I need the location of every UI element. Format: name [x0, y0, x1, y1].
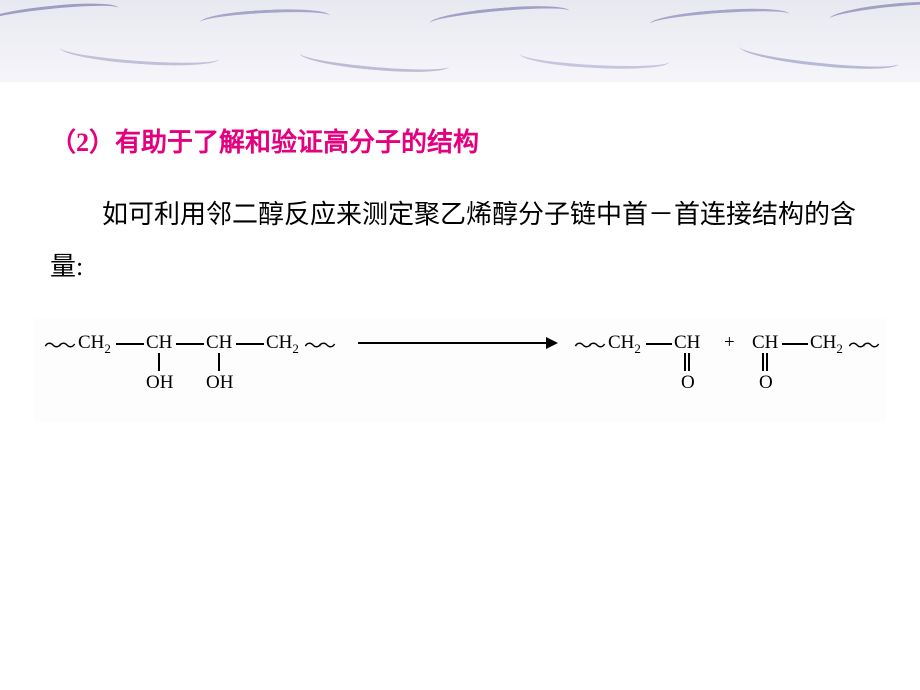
wave-stroke: [299, 30, 451, 77]
single-bond: [176, 343, 204, 345]
chem-group-oh: OH: [146, 372, 173, 394]
polymer-wavy-bond-icon: 〜〜: [44, 332, 72, 358]
single-bond: [158, 353, 160, 371]
wave-stroke: [829, 0, 920, 38]
chem-group-o: O: [759, 372, 773, 394]
polymer-wavy-bond-icon: 〜〜: [304, 332, 332, 358]
double-bond: [762, 353, 768, 371]
chem-group-ch2: CH2: [608, 332, 641, 357]
plus-sign: +: [724, 332, 735, 354]
single-bond: [116, 343, 144, 345]
polymer-wavy-bond-icon: 〜〜: [574, 332, 602, 358]
chem-group-ch: CH: [206, 332, 232, 354]
chem-group-ch: CH: [752, 332, 778, 354]
double-bond: [684, 353, 690, 371]
chem-group-o: O: [681, 372, 695, 394]
single-bond: [218, 353, 220, 371]
single-bond: [236, 343, 264, 345]
polymer-wavy-bond-icon: 〜〜: [848, 332, 876, 358]
single-bond: [782, 343, 808, 345]
chem-group-ch2: CH2: [810, 332, 843, 357]
single-bond: [646, 343, 672, 345]
chem-group-ch2: CH2: [266, 332, 299, 357]
section-heading: （2）有助于了解和验证高分子的结构: [50, 122, 870, 159]
body-paragraph: 如可利用邻二醇反应来测定聚乙烯醇分子链中首－首连接结构的含量:: [50, 189, 870, 293]
chem-group-ch: CH: [146, 332, 172, 354]
chem-group-ch2: CH2: [78, 332, 111, 357]
reaction-arrow: [358, 342, 548, 344]
decorative-top-border: [0, 0, 920, 82]
reaction-arrow-head-icon: [546, 337, 558, 349]
slide-content: （2）有助于了解和验证高分子的结构 如可利用邻二醇反应来测定聚乙烯醇分子链中首－…: [0, 82, 920, 293]
chemical-reaction-figure: 〜〜 CH2 CH CH CH2 〜〜 OH OH 〜〜 CH2 CH O + …: [34, 318, 886, 422]
wave-stroke: [519, 30, 671, 72]
reaction-scheme: 〜〜 CH2 CH CH CH2 〜〜 OH OH 〜〜 CH2 CH O + …: [34, 318, 886, 422]
wave-stroke: [59, 22, 221, 69]
chem-group-oh: OH: [206, 372, 233, 394]
chem-group-ch: CH: [674, 332, 700, 354]
